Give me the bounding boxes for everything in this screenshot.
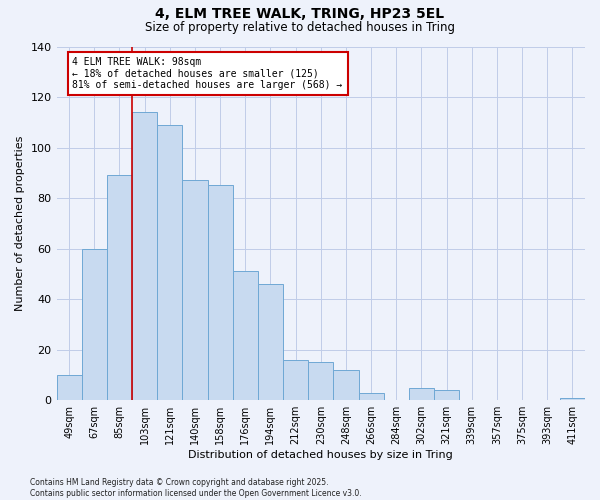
Text: 4 ELM TREE WALK: 98sqm
← 18% of detached houses are smaller (125)
81% of semi-de: 4 ELM TREE WALK: 98sqm ← 18% of detached…: [73, 57, 343, 90]
Bar: [157, 125, 182, 400]
Bar: [82, 248, 107, 400]
Text: Contains HM Land Registry data © Crown copyright and database right 2025.
Contai: Contains HM Land Registry data © Crown c…: [30, 478, 362, 498]
Bar: [434, 390, 459, 400]
Bar: [308, 362, 334, 400]
Bar: [107, 176, 132, 400]
Bar: [359, 392, 383, 400]
Bar: [182, 180, 208, 400]
Bar: [56, 375, 82, 400]
Bar: [560, 398, 585, 400]
Y-axis label: Number of detached properties: Number of detached properties: [15, 136, 25, 311]
Bar: [334, 370, 359, 400]
Bar: [283, 360, 308, 400]
Bar: [132, 112, 157, 400]
X-axis label: Distribution of detached houses by size in Tring: Distribution of detached houses by size …: [188, 450, 453, 460]
Bar: [409, 388, 434, 400]
Bar: [208, 186, 233, 400]
Text: Size of property relative to detached houses in Tring: Size of property relative to detached ho…: [145, 21, 455, 34]
Text: 4, ELM TREE WALK, TRING, HP23 5EL: 4, ELM TREE WALK, TRING, HP23 5EL: [155, 8, 445, 22]
Bar: [233, 272, 258, 400]
Bar: [258, 284, 283, 400]
